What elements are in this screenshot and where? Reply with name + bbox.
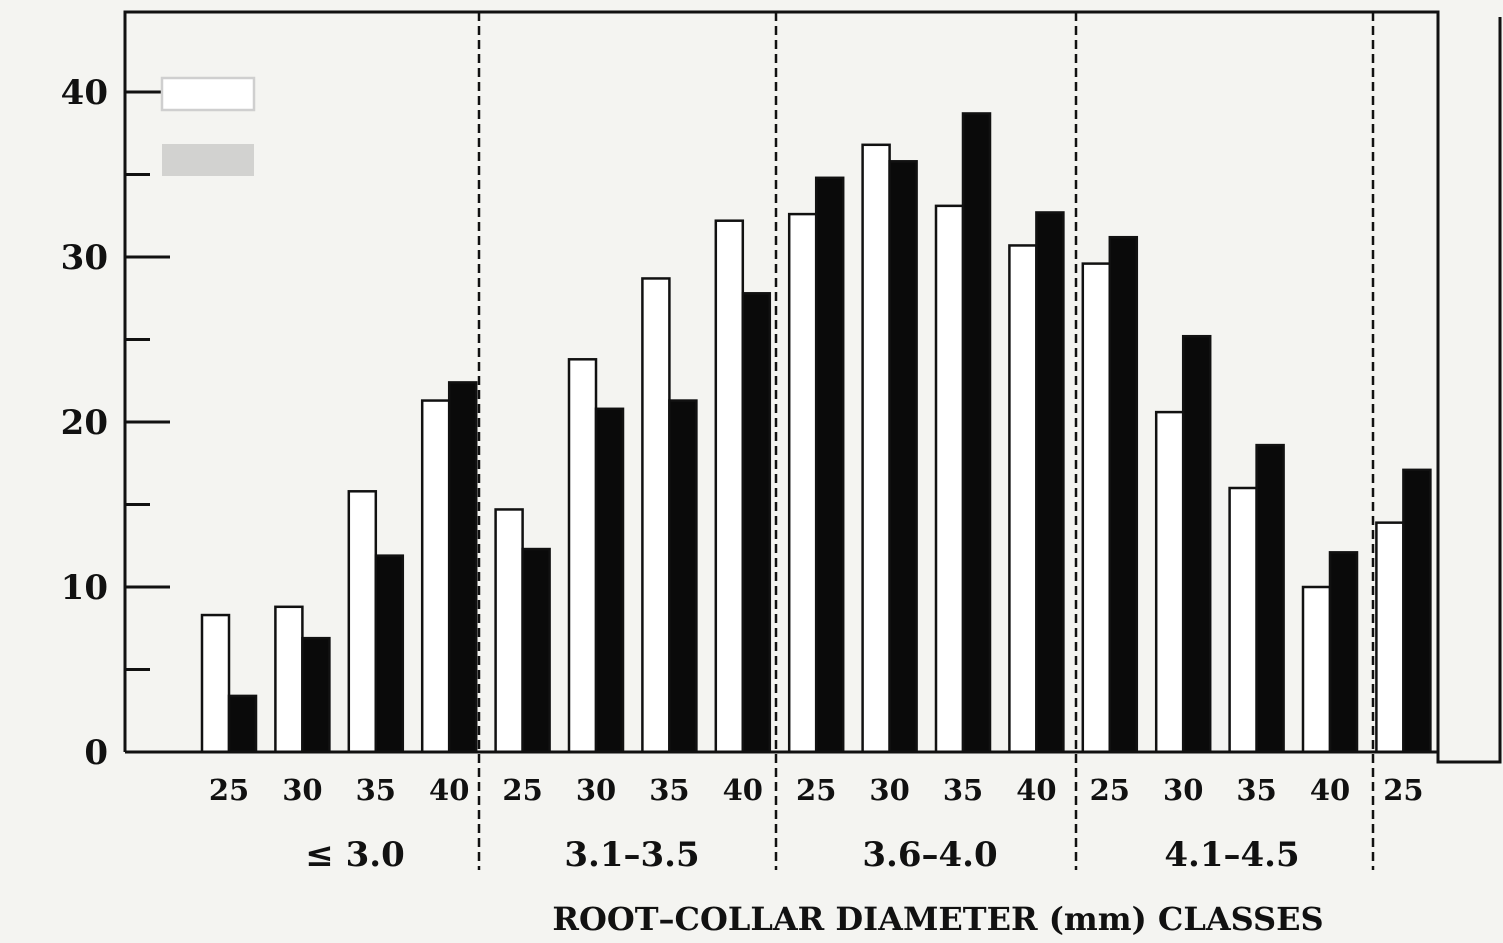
bar-solid bbox=[374, 554, 405, 754]
x-tick-label: 30 bbox=[282, 773, 322, 807]
bar-solid bbox=[1108, 235, 1139, 754]
bar-solid bbox=[888, 160, 918, 754]
x-tick-label: 40 bbox=[1310, 773, 1350, 807]
bar-open bbox=[1008, 244, 1038, 754]
legend-swatch-open bbox=[160, 76, 256, 112]
bar-open bbox=[787, 212, 818, 754]
group-label: ≤ 3.0 bbox=[305, 835, 404, 875]
bar-solid bbox=[1402, 468, 1432, 754]
x-tick-label: 25 bbox=[502, 773, 542, 807]
bar-open bbox=[934, 204, 965, 754]
y-tick-label: 10 bbox=[61, 568, 108, 608]
x-tick-label: 30 bbox=[869, 773, 909, 807]
x-tick-label: 40 bbox=[1016, 773, 1056, 807]
bar-solid bbox=[1328, 551, 1359, 754]
x-tick-label: 35 bbox=[649, 773, 689, 807]
y-tick-label: 0 bbox=[84, 733, 108, 773]
group-label: 3.6–4.0 bbox=[862, 835, 997, 875]
bar-open bbox=[347, 490, 378, 754]
bar-solid bbox=[814, 176, 845, 754]
bar-open bbox=[1154, 410, 1185, 754]
x-tick-label: 35 bbox=[1236, 773, 1276, 807]
x-tick-label: 25 bbox=[209, 773, 249, 807]
bar-solid bbox=[594, 407, 625, 754]
bar-solid bbox=[521, 547, 551, 754]
bar-open bbox=[420, 399, 451, 754]
x-tick-label: 30 bbox=[576, 773, 616, 807]
x-tick-label: 40 bbox=[429, 773, 469, 807]
x-tick-label: 35 bbox=[356, 773, 396, 807]
group-dividers bbox=[477, 12, 1375, 870]
bars-layer bbox=[200, 112, 1432, 754]
bar-open bbox=[494, 508, 524, 754]
x-tick-label: 25 bbox=[796, 773, 836, 807]
bar-solid bbox=[961, 112, 992, 754]
y-tick-label: 30 bbox=[61, 238, 108, 278]
y-tick-label: 20 bbox=[61, 403, 108, 443]
bar-solid bbox=[741, 292, 772, 754]
bar-solid bbox=[1181, 334, 1212, 754]
x-tick-label: 30 bbox=[1163, 773, 1203, 807]
x-tick-label: 35 bbox=[943, 773, 983, 807]
y-axis: 0 10 20 30 40 bbox=[61, 73, 1438, 773]
bar-solid bbox=[301, 636, 331, 754]
bar-solid bbox=[668, 399, 698, 754]
bar-open bbox=[274, 605, 304, 754]
bar-open bbox=[567, 358, 598, 754]
bar-open bbox=[1301, 585, 1332, 754]
bar-open bbox=[1375, 521, 1405, 754]
y-tick-label: 40 bbox=[61, 73, 108, 113]
bar-solid bbox=[1035, 211, 1065, 754]
bar-solid bbox=[1255, 443, 1285, 754]
bar-open bbox=[200, 613, 231, 754]
group-label: 3.1–3.5 bbox=[564, 835, 699, 875]
bar-open bbox=[861, 143, 891, 754]
bar-open bbox=[714, 219, 745, 754]
x-tick-labels: 25 30 35 40 25 30 35 40 25 30 35 40 25 30 35 40 25 ≤ 3.0 3… bbox=[209, 773, 1424, 875]
legend-swatch-solid bbox=[162, 144, 254, 176]
x-tick-label: 25 bbox=[1383, 773, 1423, 807]
x-tick-label: 25 bbox=[1090, 773, 1130, 807]
legend bbox=[160, 76, 256, 176]
x-axis-title: ROOT–COLLAR DIAMETER (mm) CLASSES bbox=[552, 900, 1323, 938]
x-tick-label: 40 bbox=[723, 773, 763, 807]
bar-solid bbox=[227, 694, 258, 754]
bar-open bbox=[641, 277, 671, 754]
bar-open bbox=[1081, 262, 1112, 754]
bar-solid bbox=[447, 381, 478, 754]
bar-open bbox=[1228, 486, 1258, 754]
group-label: 4.1–4.5 bbox=[1164, 835, 1299, 875]
